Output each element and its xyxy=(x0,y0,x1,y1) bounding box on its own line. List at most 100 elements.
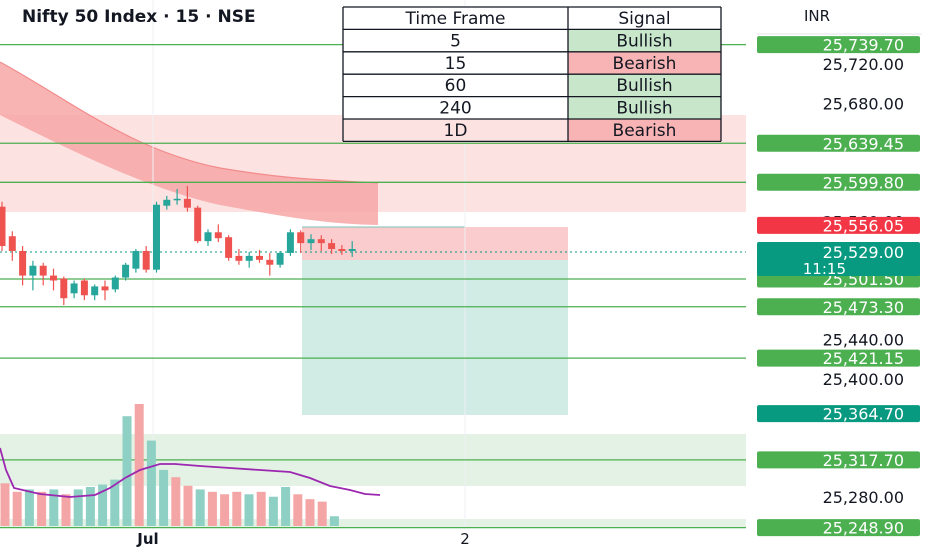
candle[interactable] xyxy=(307,234,315,250)
table-header-timeframe: Time Frame xyxy=(405,9,506,29)
candle[interactable] xyxy=(245,251,253,268)
volume-bar xyxy=(98,484,108,526)
current-price-tag[interactable] xyxy=(757,241,920,276)
volume-bar xyxy=(110,479,120,526)
candle[interactable] xyxy=(266,252,274,276)
candle[interactable] xyxy=(91,284,99,301)
table-row xyxy=(343,74,568,97)
candle[interactable] xyxy=(19,246,27,286)
table-row xyxy=(343,29,568,52)
candle[interactable] xyxy=(39,262,47,286)
candle[interactable] xyxy=(101,280,109,301)
timeframe-cell: 15 xyxy=(445,54,467,74)
position-stop-zone[interactable] xyxy=(302,227,568,260)
position-target-zone[interactable] xyxy=(302,260,568,415)
signal-cell-text: Bearish xyxy=(613,121,677,141)
candle[interactable] xyxy=(29,260,37,291)
volume-bar xyxy=(220,494,230,526)
volume-bar xyxy=(281,486,291,526)
ema-ribbon-edge xyxy=(0,61,379,184)
table-row xyxy=(343,96,568,119)
currency-label[interactable]: INR xyxy=(804,7,830,25)
level-tag[interactable] xyxy=(757,451,920,469)
signal-cell-text: Bearish xyxy=(613,54,677,74)
candle[interactable] xyxy=(163,195,171,210)
y-tick-label: 25,400.00 xyxy=(823,370,904,389)
volume-bar xyxy=(195,489,205,526)
timeframe-cell: 60 xyxy=(445,76,467,96)
table-header xyxy=(343,7,721,30)
level-tag-text: 25,473.30 xyxy=(823,298,904,317)
support-zone-bottom xyxy=(0,519,746,527)
signal-cell xyxy=(568,96,721,119)
candle[interactable] xyxy=(256,249,263,263)
candle[interactable] xyxy=(276,250,284,268)
volume-bar xyxy=(207,491,217,526)
volume-bar xyxy=(268,496,278,526)
candle[interactable] xyxy=(204,229,212,247)
candle[interactable] xyxy=(80,278,88,301)
candle[interactable] xyxy=(214,224,222,243)
level-tag[interactable] xyxy=(757,298,920,316)
candle[interactable] xyxy=(173,188,181,205)
stop-price-tag[interactable] xyxy=(757,216,920,234)
signal-cell xyxy=(568,51,721,75)
timeframe-cell: 1D xyxy=(444,121,468,141)
stop-price-tag-text: 25,556.05 xyxy=(823,216,904,235)
candle[interactable] xyxy=(286,229,294,256)
candle[interactable] xyxy=(60,276,68,306)
volume-bar xyxy=(317,501,327,526)
candle[interactable] xyxy=(297,230,305,253)
candle[interactable] xyxy=(132,249,140,273)
target-price-tag[interactable] xyxy=(757,405,920,423)
candle[interactable] xyxy=(235,249,243,265)
level-tag[interactable] xyxy=(757,134,920,152)
volume-bar xyxy=(85,486,95,526)
candle[interactable] xyxy=(142,246,150,273)
candle[interactable] xyxy=(153,201,160,273)
candle[interactable] xyxy=(348,241,356,257)
volume-bar xyxy=(183,485,193,526)
volume-bar xyxy=(256,491,266,526)
candle[interactable] xyxy=(50,268,57,291)
level-tag[interactable] xyxy=(757,349,920,367)
volume-bar xyxy=(159,469,169,526)
level-tag-text: 25,639.45 xyxy=(823,134,904,153)
candle[interactable] xyxy=(317,235,325,251)
volume-bar xyxy=(305,499,315,526)
volume-bar xyxy=(171,477,181,526)
candle[interactable] xyxy=(338,245,346,255)
candle[interactable] xyxy=(0,201,6,251)
level-tag-text: 25,317.70 xyxy=(823,451,904,470)
candle[interactable] xyxy=(183,186,191,212)
volume-bar xyxy=(293,494,303,526)
candle[interactable] xyxy=(122,262,130,281)
candle[interactable] xyxy=(70,280,78,299)
table-row xyxy=(343,119,568,142)
volume-bar xyxy=(37,491,47,526)
y-tick-label: 25,440.00 xyxy=(823,331,904,350)
signal-cell-text: Bullish xyxy=(616,99,672,119)
candle[interactable] xyxy=(111,275,119,293)
candle[interactable] xyxy=(328,239,336,254)
volume-bar xyxy=(73,489,83,526)
candle[interactable] xyxy=(194,205,202,244)
level-tag[interactable] xyxy=(757,519,920,537)
volume-bar xyxy=(12,491,22,526)
timeframe-cell: 240 xyxy=(439,99,471,119)
volume-bar xyxy=(232,491,242,526)
ema-ribbon xyxy=(0,62,378,225)
chart-title[interactable]: Nifty 50 Index · 15 · NSE xyxy=(22,7,256,27)
signal-cell xyxy=(568,29,721,52)
volume-bar xyxy=(244,494,254,526)
candle[interactable] xyxy=(225,235,233,261)
level-tag[interactable] xyxy=(757,173,920,191)
signal-cell xyxy=(568,119,721,142)
level-tag[interactable] xyxy=(757,36,920,54)
candle[interactable] xyxy=(8,231,16,261)
volume-bar xyxy=(24,489,34,526)
volume-bar xyxy=(146,440,156,526)
volume-ma-line xyxy=(0,447,381,498)
